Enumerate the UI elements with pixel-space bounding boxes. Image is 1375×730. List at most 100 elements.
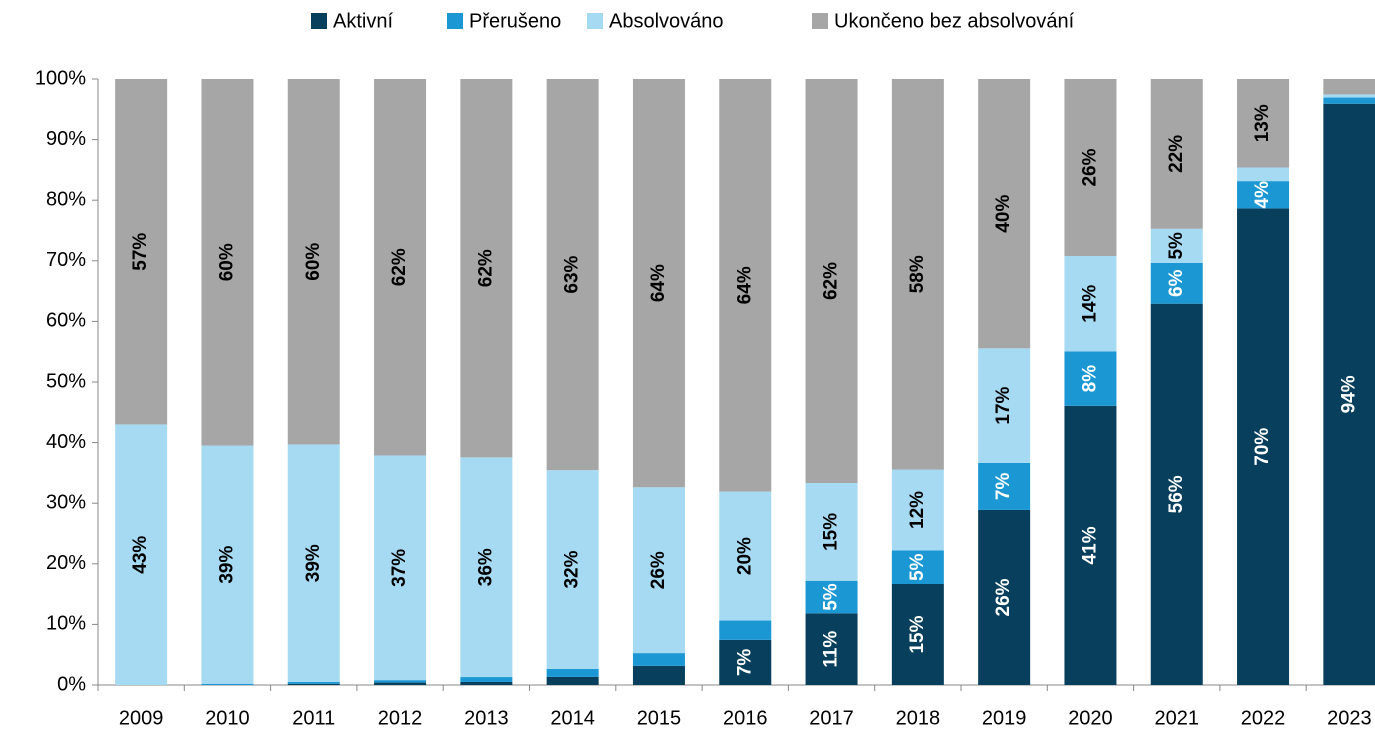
x-tick-label: 2016 <box>723 707 768 729</box>
value-label: 26% <box>993 578 1014 616</box>
value-label: 26% <box>648 551 669 589</box>
y-tick-label: 90% <box>46 128 86 150</box>
bar-segment <box>632 653 685 666</box>
bar-segment <box>1323 79 1375 95</box>
value-label: 13% <box>1252 104 1273 142</box>
bar-segment <box>115 424 168 685</box>
bar-segment <box>891 550 944 584</box>
value-label: 39% <box>216 546 237 584</box>
value-label: 62% <box>475 249 496 287</box>
bar-segment <box>374 455 427 681</box>
bar-segment <box>1323 97 1375 104</box>
bar-segment <box>287 681 340 684</box>
bar-segment <box>115 79 168 425</box>
bar-segment <box>287 683 340 685</box>
value-label: 22% <box>1166 135 1187 173</box>
value-label: 62% <box>389 248 410 286</box>
bar-segment <box>1064 405 1117 685</box>
value-label: 64% <box>734 266 755 304</box>
bar-segment <box>632 79 685 488</box>
value-label: 8% <box>1079 365 1100 393</box>
value-label: 60% <box>216 243 237 281</box>
bar-segment <box>460 681 513 685</box>
value-label: 5% <box>1166 232 1187 260</box>
bar-segment <box>1237 167 1290 182</box>
y-tick-label: 100% <box>35 67 86 89</box>
x-tick-label: 2020 <box>1068 707 1113 729</box>
bar-segment <box>1237 181 1290 209</box>
y-tick-label: 40% <box>46 431 86 453</box>
bar-segment <box>1064 79 1117 257</box>
value-label: 94% <box>1338 375 1359 413</box>
bar-segment <box>632 665 685 685</box>
value-label: 62% <box>821 262 842 300</box>
bar-segment <box>891 584 944 685</box>
x-tick-label: 2012 <box>378 707 423 729</box>
x-tick-label: 2017 <box>809 707 854 729</box>
bar-segment <box>1237 208 1290 685</box>
legend-swatch <box>447 13 463 29</box>
bar-segment <box>978 79 1031 349</box>
value-label: 20% <box>734 537 755 575</box>
bar-segment <box>546 79 599 471</box>
value-label: 58% <box>907 255 928 293</box>
value-label: 57% <box>130 233 151 271</box>
bar-segment <box>374 682 427 685</box>
bar-segment <box>1150 228 1203 263</box>
bar-segment <box>1064 256 1117 352</box>
value-label: 26% <box>1079 148 1100 186</box>
bar-segment <box>891 469 944 551</box>
value-label: 11% <box>821 631 842 668</box>
y-tick-label: 30% <box>46 491 86 513</box>
legend-label: Ukončeno bez absolvování <box>834 10 1075 32</box>
bar-segment <box>287 444 340 682</box>
bar-segment <box>719 639 772 685</box>
bar-segment <box>1150 79 1203 229</box>
value-label: 36% <box>475 548 496 586</box>
bar-segment <box>1323 103 1375 686</box>
bar-segment <box>1150 262 1203 304</box>
value-label: 56% <box>1166 475 1187 513</box>
value-label: 15% <box>821 513 842 551</box>
y-tick-label: 80% <box>46 188 86 210</box>
bar-segment <box>201 79 254 446</box>
value-label: 63% <box>562 255 583 293</box>
value-label: 41% <box>1079 526 1100 564</box>
x-tick-label: 2023 <box>1327 707 1372 729</box>
value-label: 17% <box>993 386 1014 424</box>
x-tick-label: 2019 <box>982 707 1027 729</box>
y-tick-label: 0% <box>57 673 86 695</box>
value-label: 43% <box>130 536 151 574</box>
x-tick-label: 2021 <box>1155 707 1200 729</box>
legend-swatch <box>311 13 327 29</box>
value-label: 12% <box>907 491 928 529</box>
value-label: 5% <box>907 553 928 581</box>
bar-segment <box>460 677 513 682</box>
legend-swatch <box>587 13 603 29</box>
value-label: 70% <box>1252 428 1273 466</box>
value-label: 32% <box>562 550 583 588</box>
value-label: 40% <box>993 195 1014 233</box>
value-label: 39% <box>303 544 324 582</box>
value-label: 60% <box>303 243 324 281</box>
bar-segment <box>460 457 513 678</box>
bar-segment <box>1237 79 1290 168</box>
x-tick-label: 2018 <box>896 707 941 729</box>
value-label: 4% <box>1252 181 1273 209</box>
y-tick-label: 50% <box>46 370 86 392</box>
bar-segment <box>891 79 944 470</box>
x-tick-label: 2010 <box>205 707 250 729</box>
bar-segment <box>460 79 513 458</box>
bar-segment <box>1150 303 1203 685</box>
y-tick-label: 60% <box>46 310 86 332</box>
x-tick-label: 2015 <box>637 707 682 729</box>
y-tick-label: 10% <box>46 613 86 635</box>
bar-segment <box>719 79 772 492</box>
x-tick-label: 2011 <box>292 707 335 729</box>
value-label: 15% <box>907 615 928 653</box>
bar-segment <box>1064 351 1117 406</box>
x-tick-label: 2009 <box>119 707 164 729</box>
x-tick-label: 2013 <box>464 707 509 729</box>
x-tick-label: 2022 <box>1241 707 1286 729</box>
